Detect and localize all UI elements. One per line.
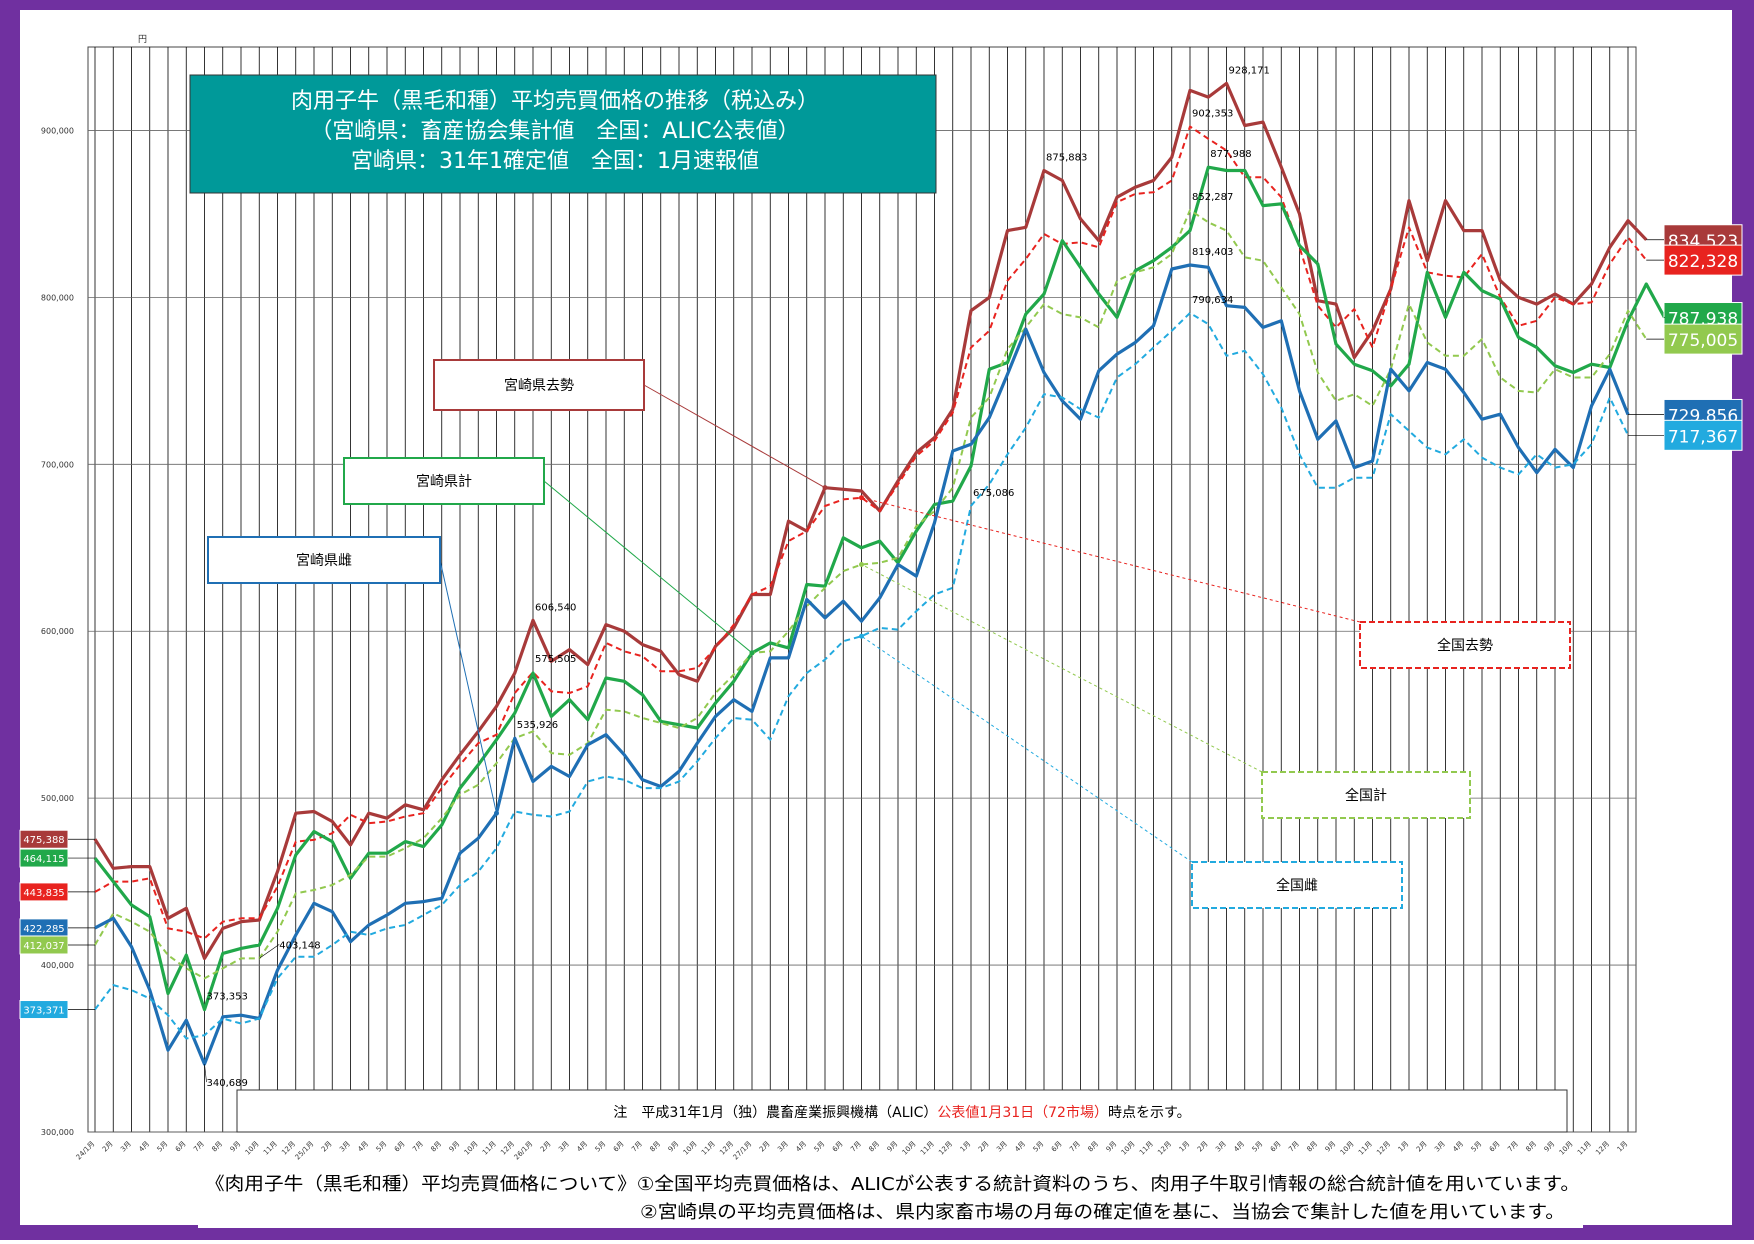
- end-value-text: 822,328: [1668, 252, 1738, 272]
- end-value-badge: [1663, 244, 1743, 276]
- end-value-badge: [1663, 419, 1743, 451]
- series-line-miyazaki-heifer: [94, 263, 1630, 1066]
- start-value-text: 464,115: [23, 854, 64, 865]
- y-tick-label: 400,000: [41, 961, 74, 970]
- end-value-text: 717,367: [1668, 427, 1738, 447]
- svg-text:注 平成31年1月（独）農畜産業振興機構（ALIC）公表値1: 注 平成31年1月（独）農畜産業振興機構（ALIC）公表値1月31日（72市場）…: [613, 1104, 1190, 1121]
- title-line-3: 宮崎県：31年1確定値 全国：1月速報値: [351, 149, 759, 174]
- data-label: 675,086: [973, 488, 1014, 499]
- footer: 《肉用子牛（黒毛和種）平均売買価格について》①全国平均売買価格は、ALICが公表…: [198, 1168, 1583, 1228]
- callout-label: 全国雌: [1276, 877, 1318, 894]
- data-label: 902,353: [1192, 109, 1233, 120]
- series-line-national-steer: [94, 125, 1648, 940]
- y-tick-label: 800,000: [41, 293, 74, 302]
- note-box: 注 平成31年1月（独）農畜産業振興機構（ALIC）公表値1月31日（72市場）…: [236, 1089, 1568, 1133]
- data-label: 877,988: [1210, 149, 1251, 160]
- data-label: 852,287: [1192, 192, 1233, 203]
- callout-leader: [861, 497, 1361, 623]
- series-line-national-total: [94, 209, 1648, 980]
- plot-area: [87, 46, 1637, 1133]
- title-line-2: （宮崎県：畜産協会集計値 全国：ALIC公表値）: [310, 119, 799, 144]
- footer-line-2: ②宮崎県の平均売買価格は、県内家畜市場の月毎の確定値を基に、当協会で集計した値を…: [640, 1202, 1565, 1223]
- callout-label: 全国計: [1345, 787, 1387, 804]
- callout-leader-tip: [494, 810, 499, 816]
- callout-label: 全国去勢: [1437, 637, 1493, 654]
- callout-box: [1191, 861, 1403, 909]
- callout-leader-tip: [859, 561, 864, 567]
- callout-leader: [861, 635, 1193, 863]
- data-label: 373,353: [207, 992, 248, 1003]
- end-value-badge: [1663, 323, 1743, 355]
- data-label: 535,926: [517, 720, 558, 731]
- data-label: 875,883: [1046, 153, 1087, 164]
- note-suffix: 時点を示す。: [1108, 1105, 1191, 1121]
- start-value-text: 443,835: [23, 888, 64, 899]
- series-line-miyazaki-steer: [93, 81, 1648, 961]
- data-label: 403,148: [279, 940, 320, 951]
- data-label: 575,505: [535, 654, 576, 665]
- callout-label: 宮崎県雌: [296, 553, 352, 569]
- data-label: 340,689: [207, 1078, 248, 1089]
- callout-box: [1359, 621, 1571, 669]
- callout-label: 宮崎県計: [416, 474, 472, 490]
- end-value-text: 775,005: [1668, 331, 1738, 351]
- badge-layer: 475,388 464,115 443,835 422,285 412,037 373,3…: [19, 224, 1743, 1020]
- y-tick-label: 500,000: [41, 794, 74, 803]
- series-layer: [93, 81, 1666, 1066]
- annotation-layer: 928,171 902,353 877,988 852,287 875,883 819,4…: [204, 65, 1270, 1089]
- callout-box: [433, 359, 645, 411]
- footer-line-1: 《肉用子牛（黒毛和種）平均売買価格について》①全国平均売買価格は、ALICが公表…: [205, 1174, 1580, 1195]
- y-axis: 300,000 400,000 500,000 600,000 700,000 800,0…: [41, 126, 74, 1137]
- callout-label: 宮崎県去勢: [504, 378, 574, 394]
- note-prefix: 注 平成31年1月（独）農畜産業振興機構（ALIC）: [613, 1105, 937, 1121]
- y-tick-label: 600,000: [41, 627, 74, 636]
- callout-leader-tip: [859, 495, 864, 501]
- callout-box: [1261, 771, 1471, 819]
- callout-leader-tip: [859, 633, 864, 639]
- data-label: 928,171: [1229, 65, 1270, 76]
- title-box: 肉用子牛（黒毛和種）平均売買価格の推移（税込み） （宮崎県：畜産協会集計値 全国…: [189, 74, 937, 194]
- annotation-leader: [204, 1064, 207, 1083]
- y-tick-label: 900,000: [41, 126, 74, 135]
- data-label: 606,540: [535, 602, 576, 613]
- data-label: 819,403: [1192, 247, 1233, 258]
- start-value-text: 475,388: [23, 835, 64, 846]
- data-label: 790,634: [1192, 295, 1233, 306]
- y-tick-label: 300,000: [41, 1128, 74, 1137]
- callout-leader: [439, 559, 497, 814]
- note-highlight: 公表値1月31日（72市場）: [937, 1104, 1108, 1121]
- start-value-text: 412,037: [23, 941, 64, 952]
- callout-box: [207, 536, 441, 584]
- annotation-leader: [259, 944, 280, 959]
- callout-leader: [643, 384, 826, 489]
- callout-leader-tip: [822, 485, 828, 491]
- start-value-text: 422,285: [23, 924, 64, 935]
- start-value-text: 373,371: [23, 1006, 64, 1017]
- callout-leader-tip: [749, 650, 755, 656]
- unit-label: 円: [138, 34, 147, 45]
- callout-leader: [543, 480, 753, 654]
- y-tick-label: 700,000: [41, 460, 74, 469]
- callout-box: [343, 457, 545, 505]
- title-line-1: 肉用子牛（黒毛和種）平均売買価格の推移（税込み）: [291, 89, 819, 114]
